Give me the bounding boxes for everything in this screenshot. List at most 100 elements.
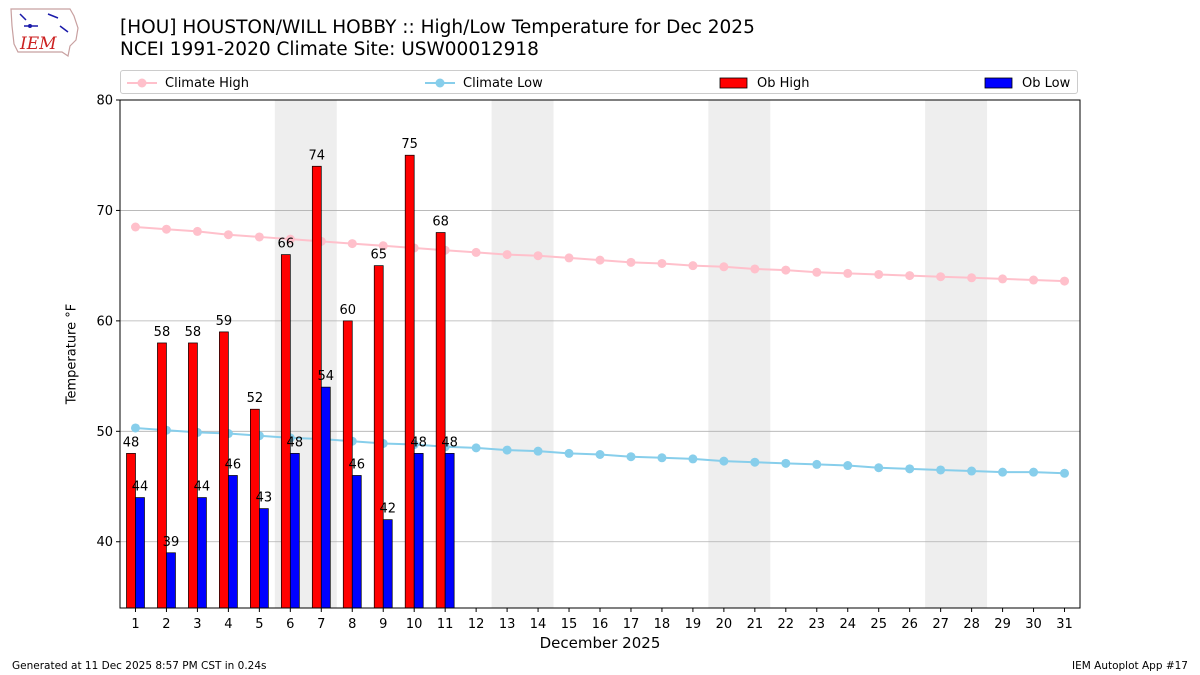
ob-high-bar (188, 342, 198, 609)
climate-high-point (223, 230, 233, 240)
ob-low-value-label: 46 (225, 457, 242, 472)
climate-high-point (1060, 276, 1070, 286)
autoplot-app-id: IEM Autoplot App #17 (1072, 660, 1188, 672)
ob-high-value-label: 68 (432, 215, 449, 230)
climate-high-point (719, 262, 729, 272)
legend-label-climate-high: Climate High (165, 75, 250, 91)
x-tick-label: 15 (561, 617, 578, 632)
ob-low-bar (289, 453, 300, 609)
x-tick-label: 17 (623, 617, 640, 632)
chart-subtitle: NCEI 1991-2020 Climate Site: USW00012918 (120, 39, 539, 60)
ob-low-bar (259, 508, 269, 609)
y-tick-label: 70 (96, 204, 113, 219)
legend-item-climate-low: Climate Low (425, 74, 543, 92)
ob-low-bar (166, 552, 176, 609)
climate-low-point (874, 463, 884, 473)
climate-high-point (471, 247, 481, 257)
x-tick-label: 21 (747, 617, 764, 632)
ob-low-bar (320, 386, 331, 609)
ob-high-bar (250, 408, 260, 609)
chart-title: [HOU] HOUSTON/WILL HOBBY :: High/Low Tem… (120, 17, 755, 38)
ob-low-value-label: 48 (441, 435, 458, 450)
ob-low-value-label: 54 (318, 369, 335, 384)
weekend-shading (274, 100, 988, 608)
climate-high-point (967, 273, 977, 283)
ob-high-value-label: 60 (339, 303, 356, 318)
climate-low-swatch (425, 78, 455, 88)
climate-high-point (905, 271, 915, 281)
climate-high-point (1029, 275, 1039, 285)
climate-high-point (285, 234, 295, 244)
ob-high-bar (126, 453, 136, 609)
ob-low-swatch (984, 77, 1013, 89)
climate-low-point (905, 464, 915, 474)
climate-high-point (688, 261, 698, 271)
ob-low-bar (413, 453, 424, 609)
climate-low-point (998, 467, 1008, 477)
weekend-band (491, 100, 554, 608)
x-tick-label: 30 (1025, 617, 1042, 632)
ob-high-value-label: 74 (309, 148, 326, 163)
x-tick-label: 23 (809, 617, 826, 632)
climate-high-point (781, 265, 791, 275)
ob-high-value-label: 65 (370, 248, 387, 263)
ob-high-bar (435, 232, 446, 609)
y-tick-label: 50 (96, 425, 113, 440)
x-axis-ticks: 1 2 3 4 5 6 7 8 9 10 11 12 13 14 15 16 17 18 19 20 21 22 23 24 2… (131, 608, 1073, 632)
ob-high-value-label: 66 (278, 237, 295, 252)
climate-low-point (1029, 467, 1039, 477)
climate-high-point (533, 251, 543, 261)
ob-high-value-label: 59 (216, 314, 233, 329)
iem-logo: IEM (10, 8, 79, 57)
climate-low-point (688, 454, 698, 464)
climate-high-point (502, 250, 512, 260)
ob-high-value-label: 48 (123, 435, 140, 450)
x-tick-label: 29 (994, 617, 1011, 632)
ob-low-bar (135, 497, 145, 609)
x-tick-label: 8 (348, 617, 356, 632)
ob-high-value-label: 58 (185, 325, 202, 340)
climate-low-point (936, 465, 946, 475)
climate-low-point (626, 452, 636, 462)
climate-low-point (533, 446, 543, 456)
climate-low-point (1060, 468, 1070, 478)
x-tick-label: 2 (162, 617, 170, 632)
ob-low-value-label: 44 (194, 480, 211, 495)
ob-high-bar (280, 254, 291, 609)
ob-low-value-label: 42 (379, 502, 396, 517)
x-tick-label: 20 (716, 617, 733, 632)
climate-high-point (564, 253, 574, 263)
ob-low-bar (228, 475, 238, 609)
x-tick-label: 19 (685, 617, 702, 632)
x-tick-label: 22 (778, 617, 795, 632)
legend-label-ob-high: Ob High (757, 75, 810, 91)
ob-low-value-label: 48 (287, 435, 304, 450)
y-tick-label: 60 (96, 314, 113, 329)
climate-low-point (781, 458, 791, 468)
legend: Climate High Climate Low Ob High Ob Low (120, 70, 1078, 94)
x-tick-label: 11 (437, 617, 454, 632)
bar-value-labels: 48 58 58 59 52 66 74 60 65 75 68 44 39 44 46 43 48 54 46 42… (123, 137, 458, 550)
climate-low-point (471, 443, 481, 453)
x-tick-label: 3 (193, 617, 201, 632)
legend-item-ob-high: Ob High (719, 74, 810, 92)
x-tick-label: 16 (592, 617, 609, 632)
ob-low-value-label: 46 (348, 457, 365, 472)
ob-low-bar (197, 497, 207, 609)
climate-high-point (843, 268, 853, 278)
ob-low-bar (382, 519, 393, 609)
ob-low-bar (351, 475, 362, 609)
x-tick-label: 27 (932, 617, 949, 632)
climate-low-point (843, 461, 853, 471)
weekend-band (708, 100, 771, 608)
ob-high-bar (373, 265, 384, 609)
legend-label-climate-low: Climate Low (463, 75, 543, 91)
climate-high-point (130, 222, 140, 232)
climate-low-point (967, 466, 977, 476)
ob-high-bar (404, 154, 415, 609)
ob-high-bar (157, 342, 167, 609)
logo-text: IEM (19, 34, 57, 54)
weekend-band (925, 100, 988, 608)
x-tick-label: 10 (406, 617, 423, 632)
